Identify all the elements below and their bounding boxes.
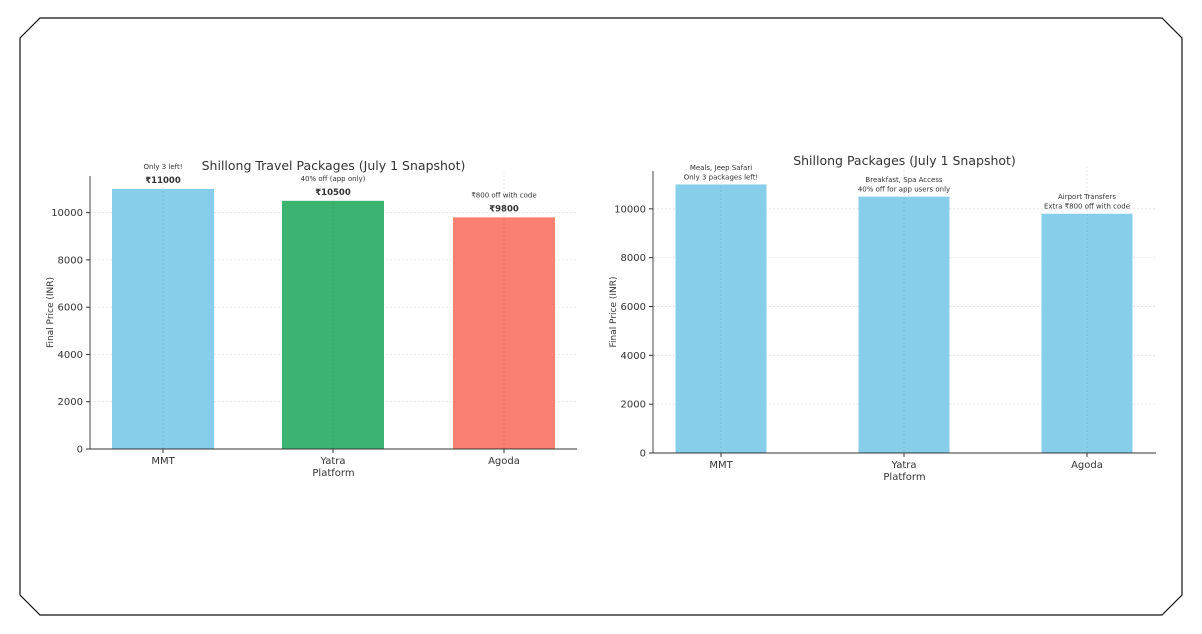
x-tick-label: Agoda [488, 456, 520, 467]
y-tick-label: 0 [640, 449, 646, 460]
x-tick-label: Agoda [1071, 460, 1103, 471]
chart-title: Shillong Travel Packages (July 1 Snapsho… [202, 158, 466, 173]
y-tick-label: 6000 [621, 302, 646, 313]
y-tick-label: 8000 [58, 255, 83, 266]
bar-annotation: Only 3 left! [143, 163, 182, 171]
bar-agoda [453, 217, 555, 449]
x-tick-label: MMT [151, 456, 175, 467]
value-label: ₹11000 [145, 176, 181, 186]
bar-yatra [282, 200, 384, 449]
bar-annotation: Breakfast, Spa Access [865, 176, 942, 184]
y-tick-label: 2000 [621, 400, 646, 411]
y-axis-label: Final Price (INR) [46, 277, 56, 348]
y-tick-label: 6000 [58, 303, 83, 314]
y-tick-label: 10000 [51, 208, 83, 219]
y-tick-label: 10000 [614, 204, 646, 215]
y-axis-label: Final Price (INR) [609, 276, 619, 347]
bar-annotation: Meals, Jeep Safari [690, 164, 752, 172]
value-label: ₹10500 [315, 188, 351, 198]
x-tick-label: MMT [709, 460, 733, 471]
bar-mmt [675, 184, 767, 453]
bar-yatra [858, 196, 950, 454]
bar-annotation: Extra ₹800 off with code [1044, 203, 1130, 211]
chart-title: Shillong Packages (July 1 Snapshot) [793, 153, 1016, 168]
y-tick-label: 8000 [621, 253, 646, 264]
x-tick-label: Yatra [890, 460, 916, 471]
frame-border [19, 17, 1183, 616]
y-tick-label: 0 [77, 445, 83, 456]
bar-annotation: ₹800 off with code [471, 191, 536, 199]
bar-mmt [112, 189, 214, 449]
chart-left: 0 2000 4000 6000 8000 10000 MMT ₹11000 Only 3 le… [46, 158, 577, 479]
bar-annotation: 40% off (app only) [301, 175, 366, 183]
bar-agoda [1041, 213, 1133, 453]
x-axis-label: Platform [883, 472, 925, 483]
value-label: ₹9800 [489, 204, 519, 214]
chart-right: 0 2000 4000 6000 8000 10000 MMT Meals, Jeep Saf… [609, 153, 1156, 483]
x-tick-label: Yatra [319, 456, 345, 467]
bar-annotation: 40% off for app users only [858, 186, 950, 194]
y-tick-label: 4000 [58, 350, 83, 361]
y-tick-label: 2000 [58, 397, 83, 408]
y-tick-label: 4000 [621, 351, 646, 362]
x-axis-label: Platform [312, 468, 354, 479]
bar-annotation: Airport Transfers [1058, 193, 1116, 201]
bar-annotation: Only 3 packages left! [684, 173, 759, 181]
